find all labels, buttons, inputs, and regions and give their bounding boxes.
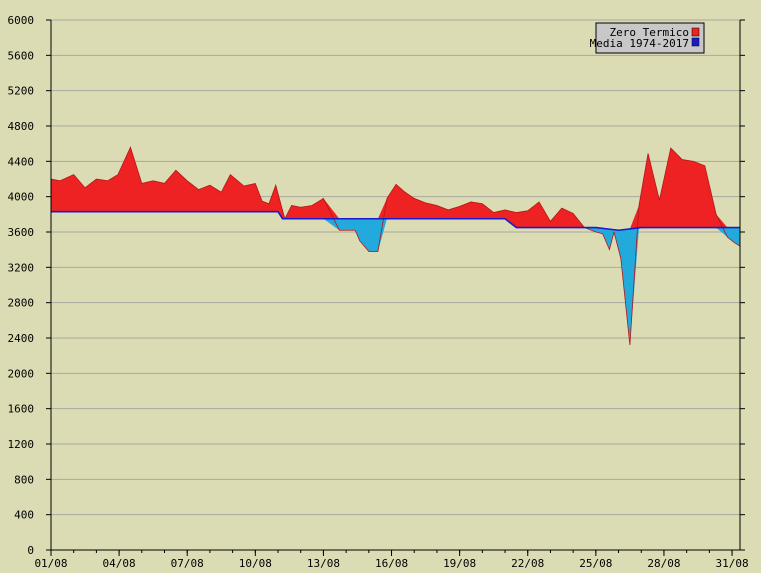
x-tick-label: 22/08 (511, 557, 544, 569)
y-tick-label: 2400 (8, 332, 35, 345)
x-tick-label: 13/08 (307, 557, 340, 569)
x-tick-label: 04/08 (103, 557, 136, 569)
legend-swatch-zero-termico (691, 27, 700, 37)
y-tick-label: 2800 (8, 297, 35, 310)
y-tick-label: 2000 (8, 367, 35, 380)
x-tick-label: 07/08 (171, 557, 204, 569)
y-tick-label: 3600 (8, 226, 35, 239)
y-tick-label: 1200 (8, 438, 35, 451)
zero-termico-line (50, 146, 741, 346)
y-tick-label: 4800 (8, 120, 35, 133)
y-tick-label: 0 (27, 544, 34, 557)
y-tick-label: 6000 (8, 14, 35, 27)
gridlines (51, 19, 740, 516)
y-tick-label: 4000 (8, 191, 35, 204)
y-tick-label: 1600 (8, 403, 35, 416)
x-tick-label: 19/08 (443, 557, 476, 569)
x-tick-label: 01/08 (34, 557, 67, 569)
x-tick-label: 16/08 (375, 557, 408, 569)
legend-label-zero-termico: Zero Termico (610, 26, 689, 39)
legend-swatch-media (691, 37, 700, 47)
x-tick-label: 10/08 (239, 557, 272, 569)
y-tick-label: 4400 (8, 155, 35, 168)
legend-label-media: Media 1974-2017 (590, 37, 689, 50)
media-line (51, 210, 740, 232)
legend-box (595, 22, 705, 54)
axes: 0 400 800 1200 1600 2000 2400 2800 3200 3600 4000 4… (8, 14, 749, 570)
x-tick-label: 31/08 (715, 557, 748, 569)
y-tick-label: 400 (14, 509, 34, 522)
y-tick-label: 800 (14, 473, 34, 486)
y-tick-label: 5200 (8, 85, 35, 98)
x-tick-label: 28/08 (647, 557, 680, 569)
legend: Zero Termico Media 1974-2017 (590, 22, 705, 54)
y-tick-label: 5600 (8, 49, 35, 62)
plot-area (50, 146, 741, 346)
zero-termico-above-area (51, 147, 740, 231)
y-tick-label: 3200 (8, 261, 35, 274)
x-tick-label: 25/08 (579, 557, 612, 569)
